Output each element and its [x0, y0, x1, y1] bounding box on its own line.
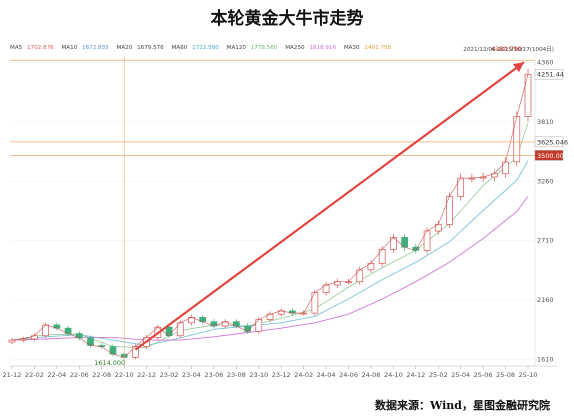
x-tick-label: 22-12 [137, 371, 156, 379]
x-tick-label: 25-06 [474, 371, 493, 379]
ma-line-ma250 [11, 196, 529, 341]
x-tick-label: 23-04 [182, 371, 201, 379]
trend-arrow-head [512, 62, 524, 73]
legend-ma60: MA60 1722.580 [171, 45, 219, 51]
x-tick-label: 24-10 [384, 371, 403, 379]
y-axis-ticks: 1610 2160 2710 3260 3810 4360 [537, 58, 554, 363]
x-tick-label: 24-08 [362, 371, 381, 379]
y-tick-label: 3260 [537, 177, 554, 185]
x-tick-label: 25-10 [519, 371, 538, 379]
peak-label: 4380.790 [491, 45, 522, 53]
y-tick-label: 1610 [537, 356, 554, 364]
candle-body [311, 292, 319, 314]
legend-ma120: MA120 1778.560 [226, 45, 278, 51]
x-tick-label: 23-12 [272, 371, 291, 379]
x-tick-label: 23-08 [227, 371, 246, 379]
source-note: 数据来源：Wind，星图金融研究院 [374, 399, 550, 412]
x-tick-label: 21-12 [3, 371, 22, 379]
y-tick-label: 3810 [537, 118, 554, 126]
legend-ma10: MA10 1672.835 [61, 45, 109, 51]
legend-ma30: MA30 1491.758 [343, 45, 392, 51]
x-tick-label: 24-02 [294, 371, 313, 379]
y-tick-label: 2160 [537, 296, 554, 304]
level-b-text: 3500.00 [537, 152, 564, 160]
ma-legend: MA5 1702.876 MA10 1672.835 MA20 1679.576… [10, 45, 397, 51]
x-tick-label: 25-08 [496, 371, 515, 379]
level-b-box [534, 150, 564, 161]
y-tick-label: 4360 [537, 58, 554, 66]
x-tick-label: 25-04 [451, 371, 470, 379]
x-tick-label: 23-10 [249, 371, 268, 379]
candle-body [8, 339, 16, 343]
legend-ma250: MA250 1818.916 [285, 45, 337, 51]
candle-body [457, 177, 465, 197]
level-a-box [534, 136, 564, 148]
current-price-box [534, 69, 564, 80]
level-a-text: 3625.046 [537, 138, 568, 146]
trend-arrow-line [134, 61, 525, 351]
x-tick-label: 22-06 [70, 371, 89, 379]
ma-line-ma60 [11, 122, 529, 349]
ma-line-ma120 [11, 160, 529, 346]
x-tick-label: 24-06 [339, 371, 358, 379]
date-range-label: 2021/12/06-2025/10/17(1004日) [463, 47, 554, 53]
y-tick-label: 2710 [537, 237, 554, 245]
candle-body [524, 73, 532, 117]
current-price-text: 4251.44 [537, 71, 564, 79]
x-tick-label: 23-02 [160, 371, 179, 379]
chart-title: 本轮黄金大牛市走势 [210, 9, 364, 29]
x-tick-label: 24-04 [317, 371, 336, 379]
candlesticks [8, 68, 532, 360]
x-tick-label: 22-08 [92, 371, 111, 379]
annotation-overlay: 4380.790 1614.000 4251.44 3625.046 3500.00 [10, 45, 568, 367]
x-tick-label: 22-10 [115, 371, 134, 379]
x-tick-label: 23-06 [204, 371, 223, 379]
x-tick-label: 22-04 [47, 371, 66, 379]
legend-ma20: MA20 1679.576 [116, 45, 164, 51]
x-tick-label: 22-02 [25, 371, 44, 379]
x-tick-label: 24-12 [406, 371, 425, 379]
grid-lines [10, 56, 557, 367]
close-line [11, 74, 529, 358]
legend-ma5: MA5 1702.876 [10, 45, 54, 51]
low-label: 1614.000 [94, 359, 125, 367]
moving-average-lines [11, 122, 529, 349]
x-tick-label: 25-02 [429, 371, 448, 379]
x-axis-ticks: 21-12 22-02 22-04 22-06 22-08 22-10 22-12 23-02… [3, 366, 538, 379]
candle-body [446, 196, 453, 225]
